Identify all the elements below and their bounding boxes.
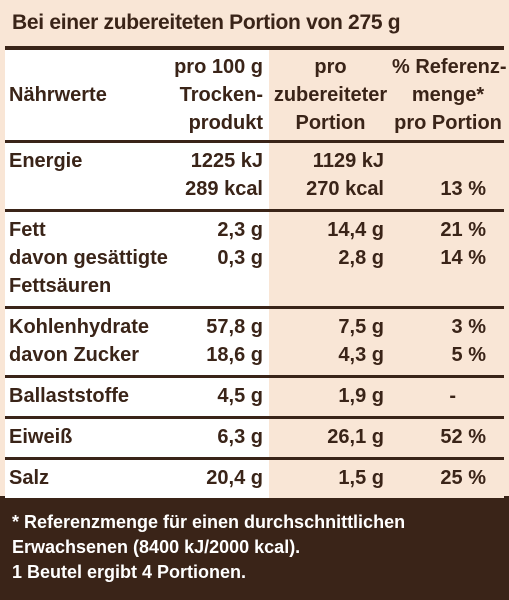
table-row: Eiweiß 6,3 g 26,1 g 52 % — [5, 416, 504, 459]
row-label: davon Zucker — [9, 344, 140, 366]
reference-percent-cell: 13 % — [392, 140, 504, 211]
row-label: Fett — [9, 219, 46, 241]
value-per-portion: 1129 kJ — [312, 150, 384, 172]
table-row: Fett davon gesättigte Fettsäuren 2,3 g 0… — [5, 209, 504, 308]
footnote-line: Erwachsenen (8400 kJ/2000 kcal). — [12, 537, 301, 557]
col-header-label: Portion — [295, 112, 366, 134]
reference-percent: 13 % — [440, 178, 486, 200]
row-label-cell: Ballaststoffe — [5, 375, 160, 418]
value-per-100g: 6,3 g — [217, 426, 263, 448]
reference-percent: 14 % — [440, 247, 486, 269]
reference-percent: 52 % — [440, 426, 486, 448]
col-header-label: menge* — [411, 84, 485, 106]
value-per-100g-cell: 20,4 g — [160, 457, 269, 498]
reference-percent-cell: 21 % 14 % — [392, 209, 504, 308]
col-header-naehrwerte: Nährwerte — [5, 46, 160, 142]
col-header-label: zubereiteter — [273, 84, 388, 106]
footnote-line: * Referenzmenge für einen durchschnittli… — [12, 512, 406, 532]
row-label: Kohlenhydrate — [9, 316, 150, 338]
value-per-portion: 270 kcal — [306, 178, 384, 200]
row-label: Energie — [9, 150, 83, 172]
table-header-row: Nährwerte pro 100 g Trocken- produkt pro… — [5, 46, 507, 142]
value-per-portion: 14,4 g — [327, 219, 384, 241]
reference-percent: 21 % — [440, 219, 486, 241]
value-per-100g: 18,6 g — [206, 344, 263, 366]
nutrition-table-wrap: Nährwerte pro 100 g Trocken- produkt pro… — [0, 46, 509, 498]
col-header-pro-100g: pro 100 g Trocken- produkt — [160, 46, 269, 142]
table-row: Ballaststoffe 4,5 g 1,9 g - — [5, 375, 504, 418]
value-per-portion: 7,5 g — [338, 316, 384, 338]
value-per-100g-cell: 2,3 g 0,3 g — [160, 209, 269, 308]
value-per-100g: 1225 kJ — [190, 150, 263, 172]
value-per-portion: 26,1 g — [327, 426, 384, 448]
value-per-portion-cell: 1129 kJ 270 kcal — [269, 140, 392, 211]
col-header-referenzmenge: % Referenz- menge* pro Portion — [392, 46, 507, 142]
reference-percent-cell: 52 % — [392, 416, 504, 459]
value-per-portion: 1,9 g — [338, 385, 384, 407]
value-per-100g: 2,3 g — [217, 219, 263, 241]
serving-header: Bei einer zubereiteten Portion von 275 g — [0, 0, 509, 46]
nutrition-table: Nährwerte pro 100 g Trocken- produkt pro… — [5, 46, 507, 498]
reference-percent-cell: 3 % 5 % — [392, 306, 504, 377]
col-header-label: pro — [314, 56, 347, 78]
reference-percent-cell: - — [392, 375, 504, 418]
value-per-100g-cell: 4,5 g — [160, 375, 269, 418]
reference-percent-cell: 25 % — [392, 457, 504, 498]
col-header-label: Nährwerte — [9, 84, 107, 106]
value-per-100g: 57,8 g — [206, 316, 263, 338]
row-label: Fettsäuren — [9, 275, 112, 297]
value-per-portion: 4,3 g — [338, 344, 384, 366]
footnote: * Referenzmenge für einen durchschnittli… — [0, 500, 509, 600]
reference-percent: 25 % — [440, 467, 486, 489]
row-label-cell: Fett davon gesättigte Fettsäuren — [5, 209, 168, 308]
value-per-portion: 1,5 g — [338, 467, 384, 489]
table-row: Kohlenhydrate davon Zucker 57,8 g 18,6 g… — [5, 306, 504, 377]
row-label: davon gesättigte — [9, 247, 168, 269]
value-per-100g-cell: 1225 kJ 289 kcal — [160, 140, 269, 211]
value-per-100g-cell: 57,8 g 18,6 g — [160, 306, 269, 377]
row-label-cell: Eiweiß — [5, 416, 160, 459]
value-per-100g: 0,3 g — [217, 247, 263, 269]
row-label: Salz — [9, 467, 50, 489]
col-header-label: produkt — [188, 112, 263, 134]
value-per-100g: 4,5 g — [217, 385, 263, 407]
value-per-100g: 289 kcal — [185, 178, 263, 200]
col-header-label: Trocken- — [179, 84, 263, 106]
value-per-100g-cell: 6,3 g — [160, 416, 269, 459]
col-header-label: pro 100 g — [174, 56, 263, 78]
reference-percent: 3 % — [451, 316, 486, 338]
value-per-100g: 20,4 g — [206, 467, 263, 489]
col-header-pro-portion: pro zubereiteter Portion — [269, 46, 392, 142]
value-per-portion: 2,8 g — [338, 247, 384, 269]
row-label-cell: Salz — [5, 457, 160, 498]
table-row: Salz 20,4 g 1,5 g 25 % — [5, 457, 504, 498]
footnote-line: 1 Beutel ergibt 4 Portionen. — [12, 562, 247, 582]
value-per-portion-cell: 14,4 g 2,8 g — [269, 209, 392, 308]
col-header-label: % Referenz- — [392, 56, 507, 78]
row-label: Ballaststoffe — [9, 385, 130, 407]
col-header-label: pro Portion — [394, 112, 502, 134]
row-label-cell: Kohlenhydrate davon Zucker — [5, 306, 160, 377]
reference-percent — [392, 147, 486, 175]
reference-percent: 5 % — [451, 344, 486, 366]
reference-percent: - — [449, 385, 456, 407]
table-row: Energie 1225 kJ 289 kcal 1129 kJ 270 kca… — [5, 140, 504, 211]
value-per-portion-cell: 7,5 g 4,3 g — [269, 306, 392, 377]
value-per-portion-cell: 1,9 g — [269, 375, 392, 418]
row-label: Eiweiß — [9, 426, 73, 448]
row-label-cell: Energie — [5, 140, 160, 211]
value-per-portion-cell: 26,1 g — [269, 416, 392, 459]
row-label — [9, 175, 160, 203]
value-per-portion-cell: 1,5 g — [269, 457, 392, 498]
